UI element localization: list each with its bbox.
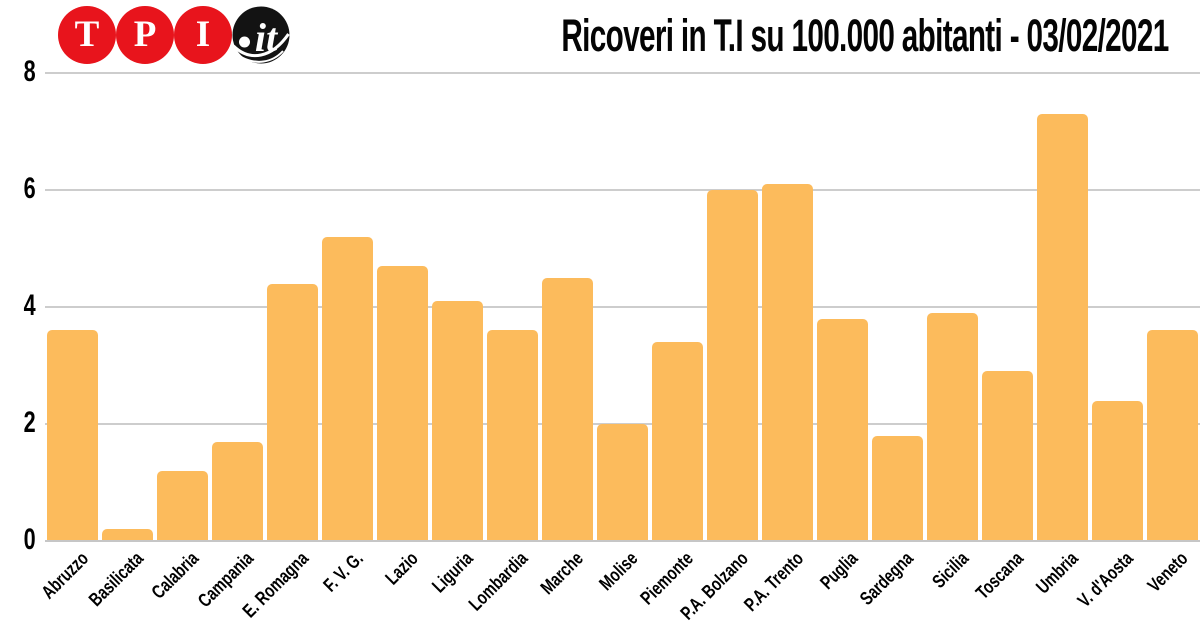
bar-sicilia: [927, 312, 978, 541]
y-tick-label-8: 8: [0, 57, 36, 87]
y-tick-text: 6: [23, 172, 36, 206]
logo-circle-t: T: [58, 6, 116, 64]
bar-lombardia: [487, 330, 538, 541]
x-tick-text: Marche: [537, 548, 588, 599]
x-tick-text: Veneto: [1144, 548, 1193, 597]
gridline-y6: [45, 189, 1200, 191]
tpi-logo: T P I it: [58, 6, 290, 66]
y-tick-text: 2: [23, 406, 36, 440]
x-tick-text: Lazio: [381, 548, 423, 590]
bar-toscana: [982, 371, 1033, 541]
x-tick-text: F. V. G.: [319, 548, 368, 597]
dot-it-icon: it: [232, 6, 290, 64]
y-tick-label-2: 2: [0, 408, 36, 438]
bar-puglia: [817, 318, 868, 541]
logo-letter-t: T: [74, 13, 100, 55]
x-tick-text: Sicilia: [928, 548, 973, 593]
bar-sardegna: [872, 435, 923, 541]
y-tick-label-4: 4: [0, 291, 36, 321]
y-tick-label-6: 6: [0, 174, 36, 204]
gridline-y8: [45, 72, 1200, 74]
plot-area: [45, 72, 1200, 542]
x-tick-text: Molise: [596, 548, 643, 595]
bar-marche: [542, 277, 593, 541]
logo-circle-p: P: [116, 6, 174, 64]
bar-p-a-trento: [762, 184, 813, 541]
bar-v-d-aosta: [1092, 400, 1143, 541]
bar-p-a-bolzano: [707, 190, 758, 541]
page-title-text: Ricoveri in T.I su 100.000 abitanti - 03…: [561, 10, 1169, 61]
x-tick-text: P.A. Trento: [740, 548, 808, 616]
x-tick-text: Umbria: [1032, 548, 1083, 599]
bar-calabria: [157, 470, 208, 541]
bar-molise: [597, 424, 648, 541]
gridline-y4: [45, 306, 1200, 308]
y-tick-text: 8: [23, 55, 36, 89]
logo-circle-i: I: [174, 6, 232, 64]
bar-abruzzo: [47, 330, 98, 541]
y-tick-text: 4: [23, 289, 36, 323]
x-axis: Abruzzo Basilicata Calabria Campania E. Roma…: [38, 548, 1200, 629]
bar-piemonte: [652, 342, 703, 541]
x-tick-text: Toscana: [972, 548, 1028, 604]
bar-campania: [212, 441, 263, 541]
bar-e-romagna: [267, 283, 318, 541]
x-tick-text: Abruzzo: [37, 548, 93, 604]
bar-f-v-g-: [322, 236, 373, 541]
logo-circle-it: it: [232, 6, 290, 64]
logo-letter-p: P: [133, 13, 157, 55]
y-tick-label-0: 0: [0, 525, 36, 555]
bar-liguria: [432, 301, 483, 541]
y-tick-text: 0: [23, 523, 36, 557]
bar-basilicata: [102, 529, 153, 541]
bar-veneto: [1147, 330, 1198, 541]
bar-lazio: [377, 266, 428, 541]
x-tick-text: Sardegna: [856, 548, 918, 610]
x-tick-text: Lombardia: [465, 548, 533, 616]
page-title: Ricoveri in T.I su 100.000 abitanti - 03…: [405, 13, 1169, 59]
x-tick-text: Puglia: [817, 548, 863, 594]
logo-letter-i: I: [195, 13, 211, 55]
bar-umbria: [1037, 113, 1088, 541]
x-axis-baseline: [45, 540, 1200, 542]
x-tick-text: Calabria: [147, 548, 203, 604]
x-tick-text: V. d'Aosta: [1074, 548, 1138, 612]
x-tick-text: Liguria: [428, 548, 478, 598]
x-tick-text: Basilicata: [85, 548, 148, 611]
